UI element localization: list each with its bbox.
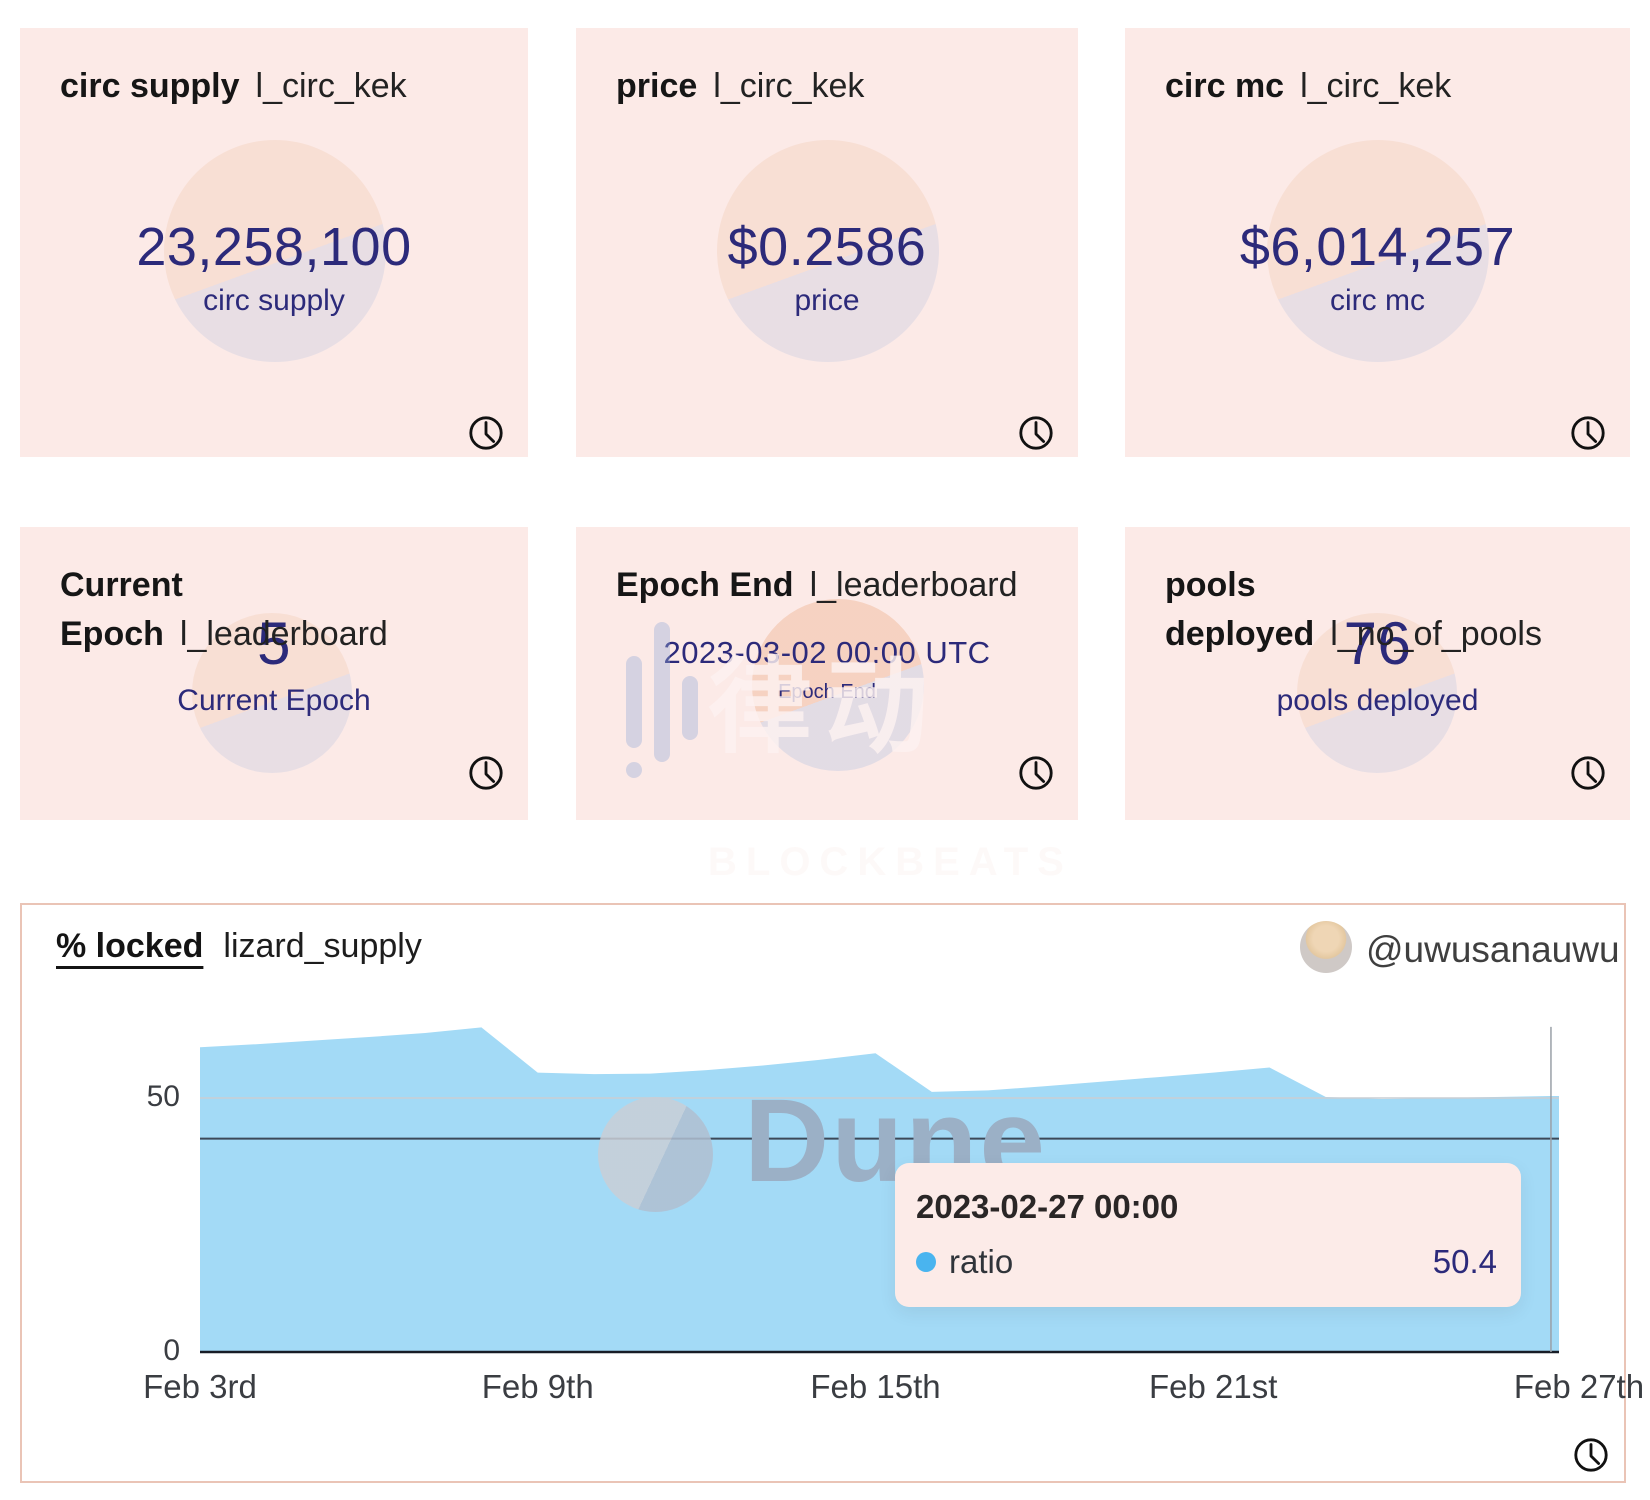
y-axis-tick: 0 <box>163 1334 180 1367</box>
card-query-slug: l_circ_kek <box>1300 67 1452 105</box>
card-header: price l_circ_kek <box>616 62 1038 111</box>
counter-label: Epoch End <box>778 681 876 703</box>
stat-card-price: price l_circ_kek $0.2586 price <box>576 28 1078 457</box>
x-axis-tick: Feb 21st <box>1149 1368 1278 1405</box>
clock-icon[interactable] <box>1017 754 1055 792</box>
stat-card-current-epoch: Current Epoch l_leaderboard 5 Current Epo… <box>20 527 528 820</box>
clock-icon[interactable] <box>1569 754 1607 792</box>
chart-tooltip: 2023-02-27 00:00 ratio 50.4 <box>895 1163 1521 1307</box>
counter-label: circ mc <box>1330 284 1425 317</box>
card-title: Current Epoch <box>60 566 183 654</box>
card-header: circ mc l_circ_kek <box>1165 62 1590 111</box>
card-header: Current Epoch l_leaderboard <box>60 561 488 660</box>
card-header: circ supply l_circ_kek <box>60 62 488 111</box>
stat-card-epoch-end: Epoch End l_leaderboard 2023-03-02 00:00 … <box>576 527 1078 820</box>
card-title: circ supply <box>60 67 240 105</box>
card-title: Epoch End <box>616 566 794 604</box>
dune-watermark-circle <box>1297 613 1457 773</box>
stat-card-circ-supply: circ supply l_circ_kek 23,258,100 circ su… <box>20 28 528 457</box>
author-avatar[interactable] <box>1300 921 1352 973</box>
dune-watermark-circle <box>164 140 386 362</box>
dune-watermark-circle <box>752 599 924 771</box>
chart-title: % locked <box>56 927 204 965</box>
counter-value: 2023-03-02 00:00 UTC <box>663 635 991 670</box>
clock-icon[interactable] <box>467 754 505 792</box>
counter-value: $0.2586 <box>727 217 927 277</box>
dune-watermark-circle <box>1267 140 1489 362</box>
blockbeats-en-text: BLOCKBEATS <box>708 840 1073 884</box>
clock-icon[interactable] <box>1569 414 1607 452</box>
dune-watermark-circle <box>598 1097 713 1212</box>
counter-value: 23,258,100 <box>136 217 412 277</box>
series-dot-icon <box>916 1252 936 1272</box>
author-handle[interactable]: @uwusanauwu <box>1366 929 1620 970</box>
counter-label: circ supply <box>203 284 345 317</box>
counter-label: pools deployed <box>1276 684 1479 717</box>
dune-watermark-circle <box>717 140 939 362</box>
card-query-slug: l_leaderboard <box>179 615 388 654</box>
x-axis-tick: Feb 27th <box>1513 1368 1645 1405</box>
clock-icon[interactable] <box>1017 414 1055 452</box>
card-title: pools deployed <box>1165 566 1315 654</box>
x-axis-tick: Feb 15th <box>810 1368 941 1405</box>
counter-label: price <box>794 284 860 317</box>
card-header: pools deployed l_no_of_pools <box>1165 561 1590 660</box>
card-query-slug: l_circ_kek <box>255 67 407 105</box>
chart-query-slug: lizard_supply <box>223 927 422 965</box>
clock-icon[interactable] <box>1572 1436 1610 1474</box>
x-axis-tick: Feb 9th <box>481 1368 594 1405</box>
card-title: circ mc <box>1165 67 1285 105</box>
stat-card-pools-deployed: pools deployed l_no_of_pools 76 pools dep… <box>1125 527 1630 820</box>
clock-icon[interactable] <box>467 414 505 452</box>
card-title: price <box>616 67 698 105</box>
locked-ratio-chart-panel: % locked lizard_supply @uwusanauwu 50 0 F… <box>20 903 1644 1483</box>
card-query-slug: l_no_of_pools <box>1330 615 1542 654</box>
counter-value: 76 <box>1343 610 1412 677</box>
dune-watermark-circle <box>192 613 352 773</box>
chart-header: % locked lizard_supply <box>56 927 422 966</box>
counter-value: $6,014,257 <box>1239 217 1516 277</box>
tooltip-date: 2023-02-27 00:00 <box>916 1188 1179 1225</box>
counter-label: Current Epoch <box>177 684 371 717</box>
card-query-slug: l_circ_kek <box>713 67 865 105</box>
y-axis-tick: 50 <box>146 1080 180 1113</box>
card-query-slug: l_leaderboard <box>809 566 1018 604</box>
tooltip-value: 50.4 <box>1432 1243 1497 1280</box>
card-header: Epoch End l_leaderboard <box>616 561 1038 610</box>
stat-card-circ-mc: circ mc l_circ_kek $6,014,257 circ mc <box>1125 28 1630 457</box>
tooltip-series-label: ratio <box>949 1243 1014 1280</box>
x-axis-tick: Feb 3rd <box>143 1368 257 1405</box>
counter-value: 5 <box>257 610 291 677</box>
